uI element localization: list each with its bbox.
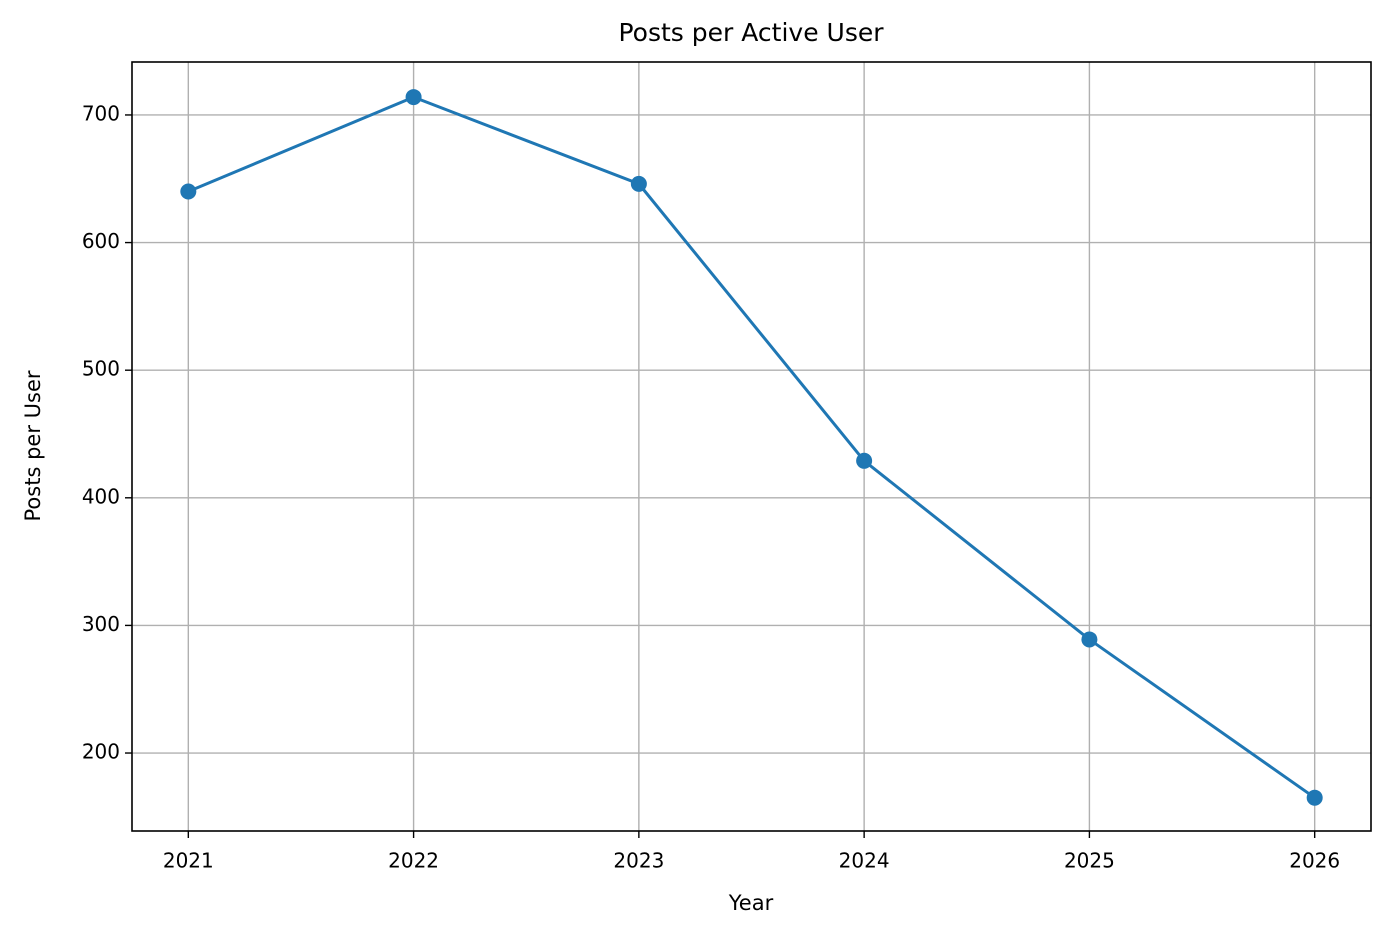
plot <box>180 89 1323 806</box>
marker <box>405 89 422 106</box>
x-axis-label: Year <box>728 891 774 915</box>
x-tick-label: 2026 <box>1289 849 1340 873</box>
y-tick-label: 600 <box>82 229 120 253</box>
marker <box>1081 631 1098 648</box>
marker <box>180 183 197 200</box>
x-tick-label: 2024 <box>839 849 890 873</box>
x-tick-label: 2025 <box>1064 849 1115 873</box>
chart-title: Posts per Active User <box>618 18 884 47</box>
y-axis-label: Posts per User <box>21 370 45 521</box>
y-tick-label: 500 <box>82 357 120 381</box>
marker <box>630 175 647 192</box>
x-tick-label: 2023 <box>613 849 664 873</box>
y-tick-label: 400 <box>82 484 120 508</box>
y-tick-label: 700 <box>82 101 120 125</box>
marker <box>1306 789 1323 806</box>
x-tick-label: 2021 <box>163 849 214 873</box>
y-tick-label: 300 <box>82 612 120 636</box>
x-tick-label: 2022 <box>388 849 439 873</box>
line <box>187 95 1316 799</box>
grid <box>132 62 1371 831</box>
y-tick-label: 200 <box>82 740 120 764</box>
marker <box>856 452 873 469</box>
axes-frame <box>131 61 1372 832</box>
